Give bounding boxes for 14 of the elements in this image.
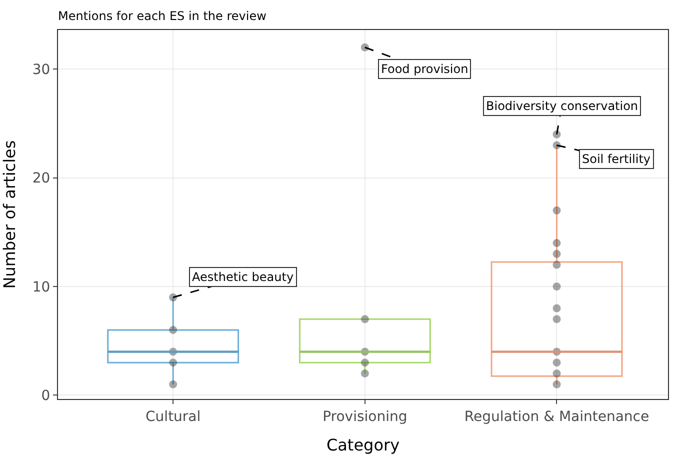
y-tick-label: 30 [32, 62, 50, 78]
y-tick-label: 10 [32, 279, 50, 296]
annotation: Food provision [381, 62, 468, 76]
x-axis-title: Category [326, 436, 400, 454]
annotation: Aesthetic beauty [192, 270, 294, 284]
annotation: Soil fertility [582, 152, 650, 166]
x-tick-label: Provisioning [322, 408, 408, 425]
chart-title: Mentions for each ES in the review [58, 8, 267, 23]
x-tick-label: Cultural [146, 408, 201, 425]
annotation: Biodiversity conservation [486, 99, 638, 113]
y-tick-label: 20 [32, 170, 50, 187]
y-axis-title: Number of articles [0, 140, 19, 289]
x-tick-label: Regulation & Maintenance [464, 408, 650, 425]
y-tick-label: 0 [41, 388, 50, 404]
